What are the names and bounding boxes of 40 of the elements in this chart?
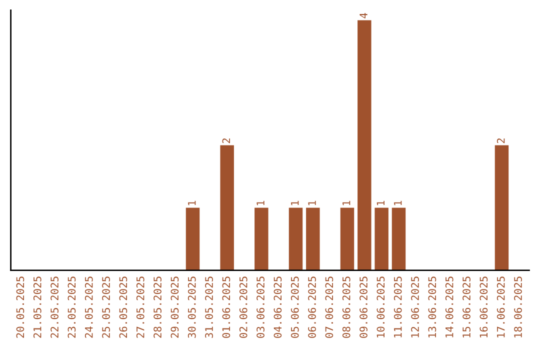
x-tick-label: 15.06.2025 [462,276,470,338]
x-tick-label: 01.06.2025 [222,276,230,338]
data-label: 2 [496,138,505,144]
data-label: 1 [188,200,196,206]
x-tick-label: 23.05.2025 [68,276,76,338]
x-tick-label: 09.06.2025 [360,276,368,338]
data-label: 1 [342,200,350,206]
x-tick-label: 17.06.2025 [496,276,505,338]
x-tick-label: 11.06.2025 [394,276,402,338]
x-tick-label: 03.06.2025 [256,276,264,338]
x-tick-label: 21.05.2025 [33,276,42,338]
data-label: 1 [394,200,402,206]
data-label: 1 [256,200,264,206]
x-tick-label: 06.06.2025 [308,276,316,338]
x-tick-label: 24.05.2025 [84,276,93,338]
x-tick-label: 28.05.2025 [154,276,162,338]
data-label: 2 [222,138,230,144]
x-tick-label: 22.05.2025 [50,276,58,338]
x-tick-label: 31.05.2025 [205,276,213,338]
x-tick-label: 29.05.2025 [170,276,179,338]
x-tick-label: 20.05.2025 [16,276,24,338]
x-tick-label: 12.06.2025 [411,276,419,338]
x-tick-label: 02.06.2025 [239,276,248,338]
x-tick-label: 16.06.2025 [480,276,488,338]
data-label: 1 [376,200,384,206]
x-tick-label: 25.05.2025 [102,276,110,338]
x-tick-label: 08.06.2025 [342,276,350,338]
data-label: 1 [308,200,316,206]
x-tick-label: 13.06.2025 [428,276,436,338]
x-tick-label: 05.06.2025 [290,276,299,338]
x-tick-label: 18.06.2025 [514,276,522,338]
x-tick-label: 04.06.2025 [274,276,282,338]
x-tick-label: 10.06.2025 [376,276,385,338]
data-label: 4 [360,13,368,18]
x-tick-label: 27.05.2025 [136,276,144,338]
x-tick-label: 30.05.2025 [188,276,196,338]
x-tick-label: 14.06.2025 [445,276,454,338]
x-tick-label: 07.06.2025 [325,276,334,338]
x-tick-label: 26.05.2025 [119,276,128,338]
data-label: 1 [291,200,299,206]
